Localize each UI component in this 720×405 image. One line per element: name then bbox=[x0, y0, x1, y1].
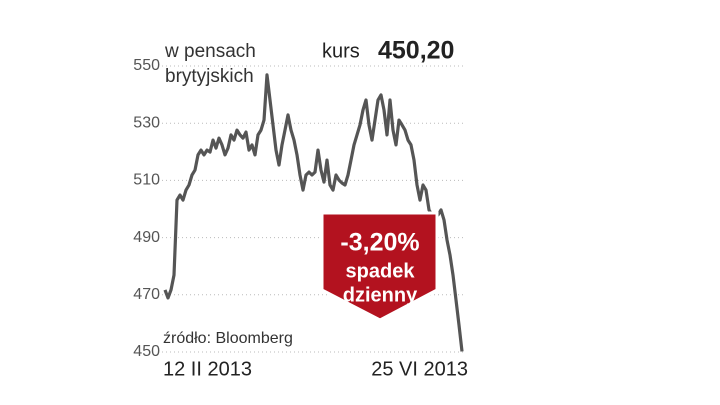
price-line bbox=[163, 73, 464, 352]
grid bbox=[162, 65, 466, 353]
price-caption: kurs bbox=[322, 40, 360, 62]
y-tick-label: 490 bbox=[133, 229, 160, 246]
source: źródło: Bloomberg bbox=[163, 330, 293, 347]
price-value: 450,20 bbox=[378, 37, 454, 65]
y-tick-label: 550 bbox=[133, 57, 160, 74]
y-tick-label: 450 bbox=[133, 343, 160, 360]
y-tick-label: 530 bbox=[133, 114, 160, 131]
y-tick-label: 510 bbox=[133, 172, 160, 189]
x-tick-label: 12 II 2013 bbox=[163, 358, 252, 380]
x-tick-label: 25 VI 2013 bbox=[371, 358, 468, 380]
subtitle: brytyjskich bbox=[165, 66, 254, 87]
change-value: -3,20% bbox=[340, 229, 419, 257]
subtitle: w pensach bbox=[164, 41, 256, 62]
change-badge: -3,20% spadek dzienny bbox=[320, 211, 439, 322]
y-tick-label: 470 bbox=[133, 286, 160, 303]
plot bbox=[163, 73, 464, 352]
badge-shape bbox=[320, 211, 439, 322]
change-caption: dzienny bbox=[343, 284, 418, 306]
change-caption: spadek bbox=[346, 260, 416, 282]
